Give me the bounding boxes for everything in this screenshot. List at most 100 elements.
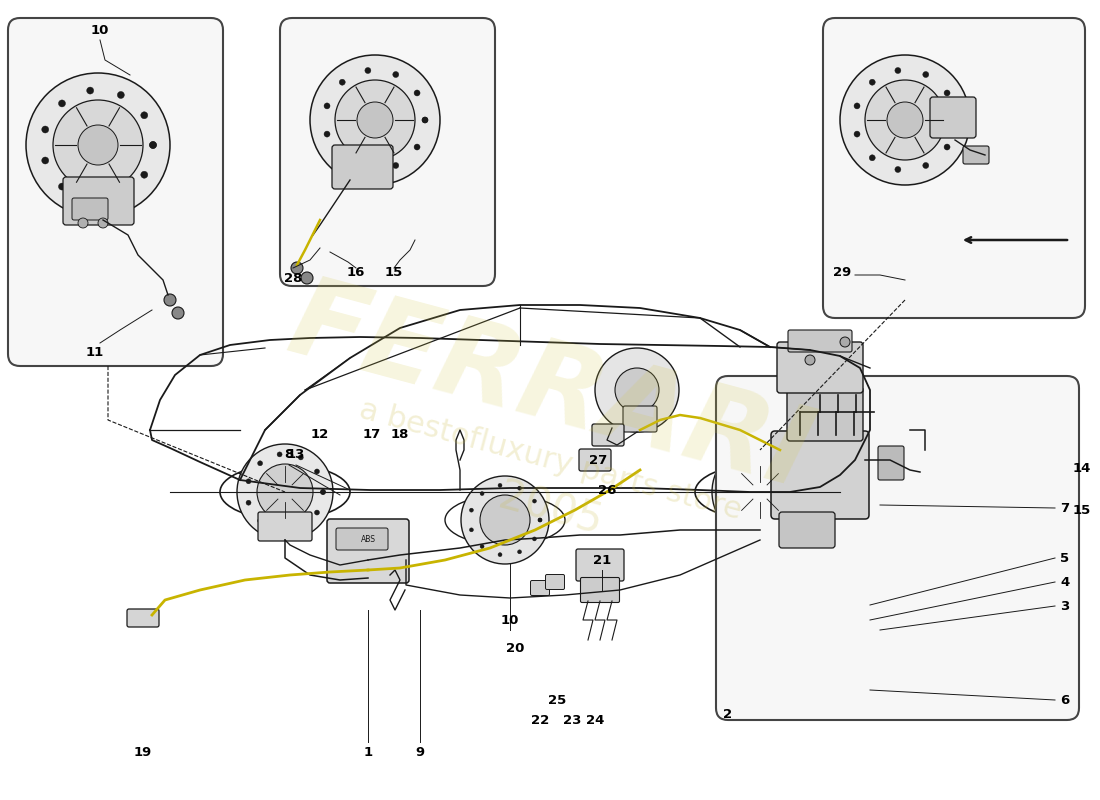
- Circle shape: [277, 452, 282, 457]
- Circle shape: [58, 183, 66, 190]
- Circle shape: [538, 518, 542, 522]
- Circle shape: [615, 368, 659, 412]
- Text: 2005: 2005: [494, 476, 606, 544]
- Circle shape: [150, 142, 156, 149]
- FancyBboxPatch shape: [336, 528, 388, 550]
- Circle shape: [470, 508, 473, 512]
- Circle shape: [339, 154, 345, 161]
- Circle shape: [869, 154, 876, 161]
- Circle shape: [414, 144, 420, 150]
- Circle shape: [422, 117, 428, 123]
- FancyBboxPatch shape: [280, 18, 495, 286]
- FancyBboxPatch shape: [592, 424, 624, 446]
- Circle shape: [414, 90, 420, 96]
- Text: 21: 21: [593, 554, 612, 566]
- Circle shape: [887, 102, 923, 138]
- Circle shape: [805, 355, 815, 365]
- Circle shape: [480, 491, 484, 495]
- Text: 10: 10: [500, 614, 519, 626]
- Circle shape: [257, 461, 263, 466]
- Circle shape: [532, 499, 537, 503]
- Circle shape: [840, 55, 970, 185]
- FancyBboxPatch shape: [126, 609, 160, 627]
- Text: 13: 13: [287, 449, 305, 462]
- Text: 10: 10: [91, 23, 109, 37]
- Text: 27: 27: [588, 454, 607, 466]
- Circle shape: [78, 125, 118, 165]
- Circle shape: [257, 518, 263, 523]
- FancyBboxPatch shape: [579, 449, 610, 471]
- Circle shape: [310, 55, 440, 185]
- Circle shape: [324, 131, 330, 137]
- Circle shape: [595, 348, 679, 432]
- FancyBboxPatch shape: [786, 387, 864, 441]
- Circle shape: [78, 218, 88, 228]
- Text: 25: 25: [548, 694, 566, 706]
- Circle shape: [944, 144, 950, 150]
- Text: 20: 20: [506, 642, 525, 654]
- Circle shape: [517, 550, 521, 554]
- Circle shape: [538, 518, 542, 522]
- Text: 4: 4: [1060, 575, 1069, 589]
- Circle shape: [498, 553, 502, 557]
- Circle shape: [42, 157, 48, 164]
- Circle shape: [320, 490, 326, 494]
- FancyBboxPatch shape: [530, 581, 550, 595]
- Text: FERRARI: FERRARI: [277, 269, 823, 511]
- FancyBboxPatch shape: [878, 446, 904, 480]
- Circle shape: [118, 91, 124, 98]
- Circle shape: [752, 452, 757, 457]
- Circle shape: [773, 524, 779, 529]
- Text: 8: 8: [285, 449, 294, 462]
- Circle shape: [517, 486, 521, 490]
- Circle shape: [865, 80, 945, 160]
- Circle shape: [393, 162, 399, 169]
- Circle shape: [301, 272, 314, 284]
- Circle shape: [461, 476, 549, 564]
- Text: a bestofluxury parts store: a bestofluxury parts store: [355, 395, 745, 525]
- Circle shape: [840, 337, 850, 347]
- Text: 7: 7: [1060, 502, 1069, 514]
- Circle shape: [790, 469, 794, 474]
- Text: 29: 29: [833, 266, 851, 278]
- Circle shape: [277, 527, 282, 532]
- Text: ABS: ABS: [361, 535, 375, 545]
- Circle shape: [795, 490, 801, 494]
- Circle shape: [952, 117, 958, 123]
- FancyBboxPatch shape: [581, 578, 619, 602]
- Circle shape: [365, 166, 371, 173]
- Circle shape: [87, 196, 94, 203]
- Text: 24: 24: [586, 714, 604, 726]
- Circle shape: [298, 524, 304, 529]
- Circle shape: [246, 500, 251, 506]
- Circle shape: [236, 444, 333, 540]
- Circle shape: [339, 79, 345, 86]
- Text: 17: 17: [363, 429, 381, 442]
- Circle shape: [790, 510, 794, 515]
- Circle shape: [98, 218, 108, 228]
- Circle shape: [498, 483, 502, 487]
- Circle shape: [470, 528, 473, 532]
- Circle shape: [795, 490, 801, 494]
- Circle shape: [923, 162, 928, 169]
- Circle shape: [53, 100, 143, 190]
- Circle shape: [172, 307, 184, 319]
- FancyBboxPatch shape: [823, 18, 1085, 318]
- Circle shape: [292, 262, 302, 274]
- Circle shape: [854, 103, 860, 109]
- FancyBboxPatch shape: [258, 512, 312, 541]
- Text: 12: 12: [311, 429, 329, 442]
- FancyBboxPatch shape: [327, 519, 409, 583]
- Circle shape: [315, 510, 319, 515]
- Circle shape: [480, 495, 530, 545]
- FancyBboxPatch shape: [332, 145, 393, 189]
- Circle shape: [923, 71, 928, 78]
- FancyBboxPatch shape: [771, 431, 869, 519]
- FancyBboxPatch shape: [63, 177, 134, 225]
- FancyBboxPatch shape: [773, 462, 805, 516]
- FancyBboxPatch shape: [779, 512, 835, 548]
- Circle shape: [87, 87, 94, 94]
- Circle shape: [480, 545, 484, 549]
- Circle shape: [952, 117, 958, 123]
- Circle shape: [150, 142, 156, 149]
